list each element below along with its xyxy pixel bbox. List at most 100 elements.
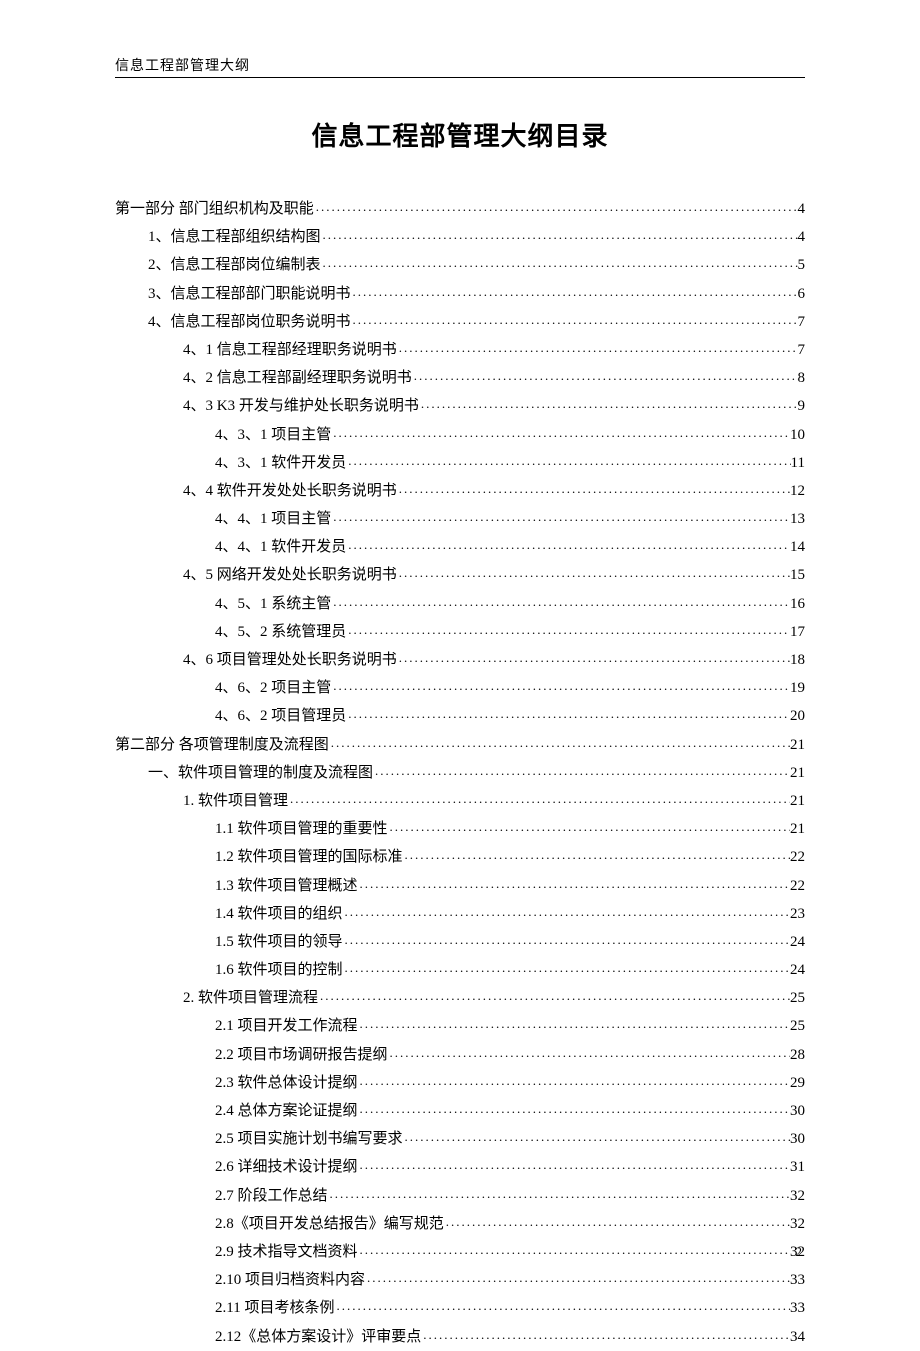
toc-entry-label: 4、3、1 软件开发员 — [215, 449, 346, 477]
toc-entry: 1.4 软件项目的组织 23 — [115, 900, 805, 928]
toc-entry-label: 2.9 技术指导文档资料 — [215, 1238, 358, 1266]
toc-entry-page: 19 — [790, 674, 805, 702]
toc-entry-page: 21 — [790, 731, 805, 759]
toc-leader-dots — [321, 251, 798, 275]
toc-entry-label: 第一部分 部门组织机构及职能 — [115, 195, 314, 223]
toc-entry: 第一部分 部门组织机构及职能 4 — [115, 195, 805, 223]
toc-entry-page: 4 — [798, 195, 806, 223]
toc-entry-page: 13 — [790, 505, 805, 533]
toc-entry-label: 4、6、2 项目管理员 — [215, 702, 346, 730]
toc-entry-page: 24 — [790, 956, 805, 984]
toc-entry: 2. 软件项目管理流程25 — [115, 984, 805, 1012]
toc-entry: 4、3、1 项目主管10 — [115, 421, 805, 449]
toc-leader-dots — [331, 505, 790, 529]
toc-entry: 2.11 项目考核条例33 — [115, 1294, 805, 1322]
toc-entry-page: 18 — [790, 646, 805, 674]
toc-entry-page: 33 — [790, 1266, 805, 1294]
toc-leader-dots — [358, 872, 790, 896]
toc-entry-page: 12 — [790, 477, 805, 505]
toc-entry: 2.7 阶段工作总结32 — [115, 1182, 805, 1210]
toc-entry: 2.3 软件总体设计提纲29 — [115, 1069, 805, 1097]
toc-entry-page: 33 — [790, 1294, 805, 1322]
toc-entry-label: 4、4、1 软件开发员 — [215, 533, 346, 561]
toc-leader-dots — [346, 618, 790, 642]
toc-leader-dots — [397, 646, 790, 670]
toc-leader-dots — [403, 843, 790, 867]
toc-entry: 4、信息工程部岗位职务说明书7 — [115, 308, 805, 336]
toc-entry-label: 2.8《项目开发总结报告》编写规范 — [215, 1210, 444, 1238]
toc-entry-label: 2.6 详细技术设计提纲 — [215, 1153, 358, 1181]
toc-entry-page: 15 — [790, 561, 805, 589]
toc-leader-dots — [331, 674, 790, 698]
toc-entry-page: 30 — [790, 1125, 805, 1153]
toc-leader-dots — [397, 561, 790, 585]
toc-entry-page: 6 — [798, 280, 806, 308]
toc-entry-page: 30 — [790, 1097, 805, 1125]
toc-leader-dots — [444, 1210, 790, 1234]
toc-entry: 2.6 详细技术设计提纲31 — [115, 1153, 805, 1181]
toc-leader-dots — [388, 1041, 790, 1065]
toc-entry: 2.5 项目实施计划书编写要求30 — [115, 1125, 805, 1153]
toc-entry: 1.5 软件项目的领导24 — [115, 928, 805, 956]
toc-entry-label: 2、信息工程部岗位编制表 — [148, 251, 321, 279]
toc-leader-dots — [314, 195, 798, 219]
toc-entry-page: 21 — [790, 787, 805, 815]
toc-entry: 1.3 软件项目管理概述 22 — [115, 872, 805, 900]
page-number: 2 — [796, 1244, 803, 1260]
toc-entry: 2、信息工程部岗位编制表 5 — [115, 251, 805, 279]
toc-entry-label: 1.6 软件项目的控制 — [215, 956, 343, 984]
toc-entry: 1.6 软件项目的控制 24 — [115, 956, 805, 984]
toc-leader-dots — [358, 1153, 790, 1177]
toc-leader-dots — [346, 449, 790, 473]
toc-leader-dots — [358, 1238, 790, 1262]
toc-entry: 1、信息工程部组织结构图4 — [115, 223, 805, 251]
toc-entry: 4、6、2 项目主管19 — [115, 674, 805, 702]
toc-entry-label: 1.5 软件项目的领导 — [215, 928, 343, 956]
toc-entry: 4、2 信息工程部副经理职务说明书8 — [115, 364, 805, 392]
toc-leader-dots — [328, 1182, 790, 1206]
toc-entry-page: 14 — [790, 533, 805, 561]
toc-entry-page: 23 — [790, 900, 805, 928]
toc-leader-dots — [351, 308, 798, 332]
toc-entry: 1.2 软件项目管理的国际标准 22 — [115, 843, 805, 871]
toc-entry-page: 21 — [790, 815, 805, 843]
toc-entry: 2.4 总体方案论证提纲 30 — [115, 1097, 805, 1125]
toc-leader-dots — [421, 1323, 790, 1347]
toc-entry-label: 4、6 项目管理处处长职务说明书 — [183, 646, 397, 674]
toc-entry-label: 1.1 软件项目管理的重要性 — [215, 815, 388, 843]
toc-entry: 4、6 项目管理处处长职务说明书 18 — [115, 646, 805, 674]
toc-entry-page: 16 — [790, 590, 805, 618]
toc-leader-dots — [373, 759, 790, 783]
toc-entry: 1. 软件项目管理 21 — [115, 787, 805, 815]
toc-entry-label: 2.2 项目市场调研报告提纲 — [215, 1041, 388, 1069]
toc-leader-dots — [334, 1294, 790, 1318]
toc-leader-dots — [403, 1125, 790, 1149]
toc-entry-label: 一、软件项目管理的制度及流程图 — [148, 759, 373, 787]
toc-entry-label: 1.2 软件项目管理的国际标准 — [215, 843, 403, 871]
toc-entry-label: 2.12《总体方案设计》评审要点 — [215, 1323, 421, 1351]
toc-entry-page: 22 — [790, 872, 805, 900]
toc-leader-dots — [358, 1012, 790, 1036]
header-text: 信息工程部管理大纲 — [115, 59, 250, 74]
toc-entry: 4、1 信息工程部经理职务说明书7 — [115, 336, 805, 364]
toc-entry-label: 2.4 总体方案论证提纲 — [215, 1097, 358, 1125]
toc-entry-label: 2.1 项目开发工作流程 — [215, 1012, 358, 1040]
toc-entry-label: 1. 软件项目管理 — [183, 787, 288, 815]
toc-entry: 4、6、2 项目管理员20 — [115, 702, 805, 730]
toc-entry: 1.1 软件项目管理的重要性 21 — [115, 815, 805, 843]
toc-leader-dots — [365, 1266, 790, 1290]
toc-entry-page: 22 — [790, 843, 805, 871]
toc-leader-dots — [412, 364, 798, 388]
toc-entry-label: 1.4 软件项目的组织 — [215, 900, 343, 928]
toc-leader-dots — [419, 392, 798, 416]
toc-entry-label: 4、2 信息工程部副经理职务说明书 — [183, 364, 412, 392]
toc-entry-label: 1.3 软件项目管理概述 — [215, 872, 358, 900]
toc-entry-label: 2.10 项目归档资料内容 — [215, 1266, 365, 1294]
toc-entry: 2.2 项目市场调研报告提纲28 — [115, 1041, 805, 1069]
toc-leader-dots — [346, 702, 790, 726]
toc-entry: 2.12《总体方案设计》评审要点34 — [115, 1323, 805, 1351]
toc-leader-dots — [358, 1069, 790, 1093]
toc-entry-page: 5 — [798, 251, 806, 279]
toc-entry-page: 9 — [798, 392, 806, 420]
toc-leader-dots — [343, 900, 790, 924]
